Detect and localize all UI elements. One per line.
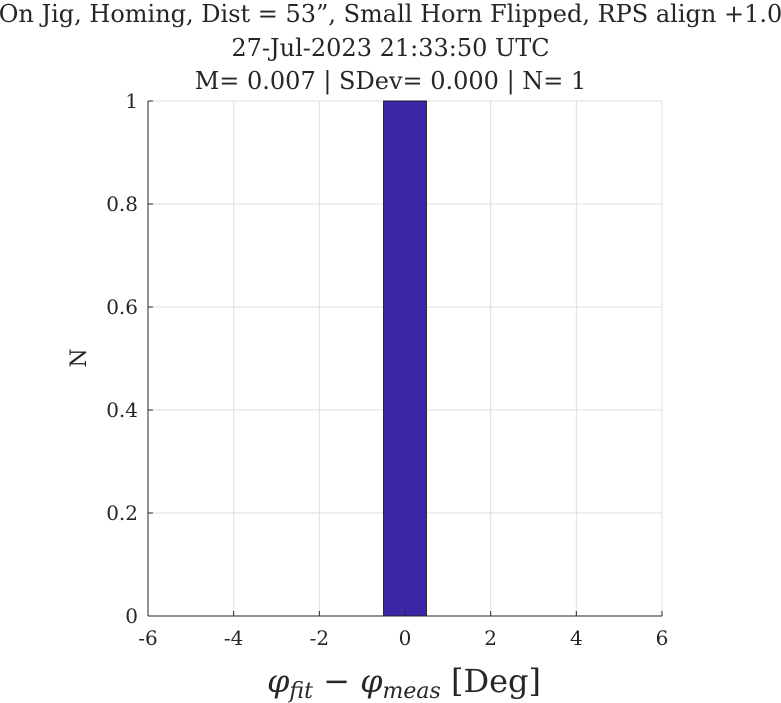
y-tick-label: 0.2 [106,501,138,525]
x-axis-label: φfit − φmeas [Deg] [267,662,541,703]
x-tick-label: 4 [570,626,583,650]
x-tick-label: -6 [138,626,157,650]
y-tick-label: 0.4 [106,398,138,422]
y-tick-label: 0.6 [106,295,138,319]
y-tick-label: 0.8 [106,192,138,216]
x-tick-label: 6 [656,626,669,650]
y-tick-label: 1 [125,89,138,113]
x-tick-label: 0 [399,626,412,650]
y-axis-label: N [67,348,92,367]
x-tick-label: -2 [310,626,329,650]
x-label-minus: − [313,662,360,700]
axes [147,100,663,617]
x-label-phi-1: φ [267,662,290,700]
x-label-phi-2: φ [360,662,383,700]
chart-title-line-2: 27-Jul-2023 21:33:50 UTC [231,34,550,62]
x-tick-labels: -6 -4 -2 0 2 4 6 [138,626,668,650]
x-label-subscript-fit: fit [287,679,313,703]
y-tick-label: 0 [125,604,138,628]
chart-title-line-1: On Jig, Homing, Dist = 53”, Small Horn F… [0,0,781,28]
x-label-unit: [Deg] [441,662,541,700]
y-tick-labels: 0 0.2 0.4 0.6 0.8 1 [106,89,138,628]
x-tick-label: -4 [224,626,243,650]
chart-title-line-3: M= 0.007 | SDev= 0.000 | N= 1 [194,67,587,95]
x-tick-label: 2 [484,626,497,650]
x-label-subscript-meas: meas [382,679,440,703]
histogram-bar [383,100,427,617]
